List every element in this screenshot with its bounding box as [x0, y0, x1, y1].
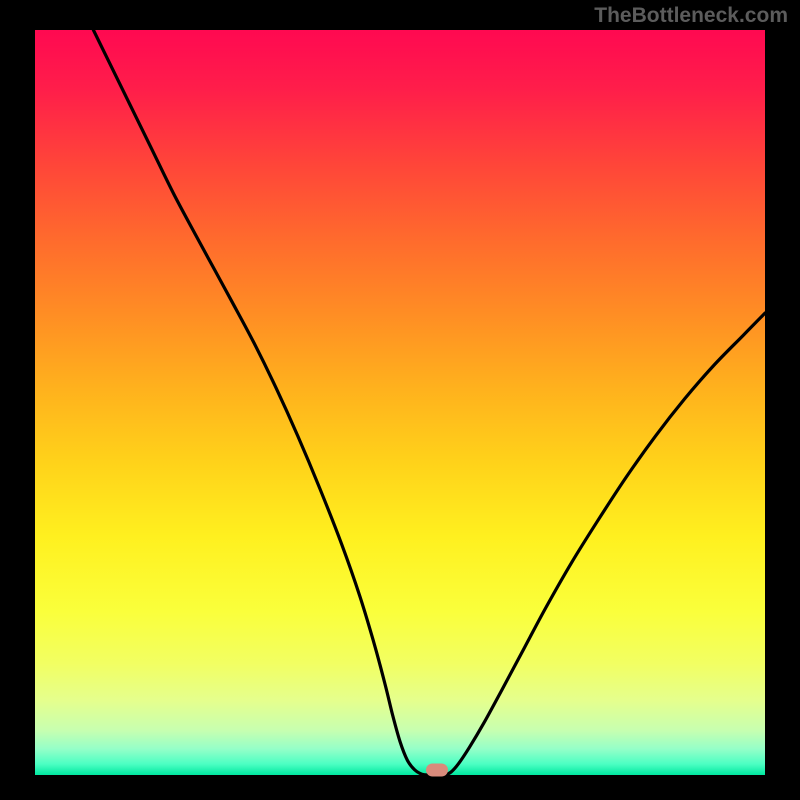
curve-right-branch — [445, 313, 765, 775]
watermark-text: TheBottleneck.com — [594, 4, 788, 28]
plot-area — [35, 30, 765, 775]
chart-container: TheBottleneck.com — [0, 0, 800, 800]
optimal-marker — [426, 763, 448, 776]
curve-left-branch — [93, 30, 427, 775]
bottleneck-curve — [35, 30, 765, 775]
